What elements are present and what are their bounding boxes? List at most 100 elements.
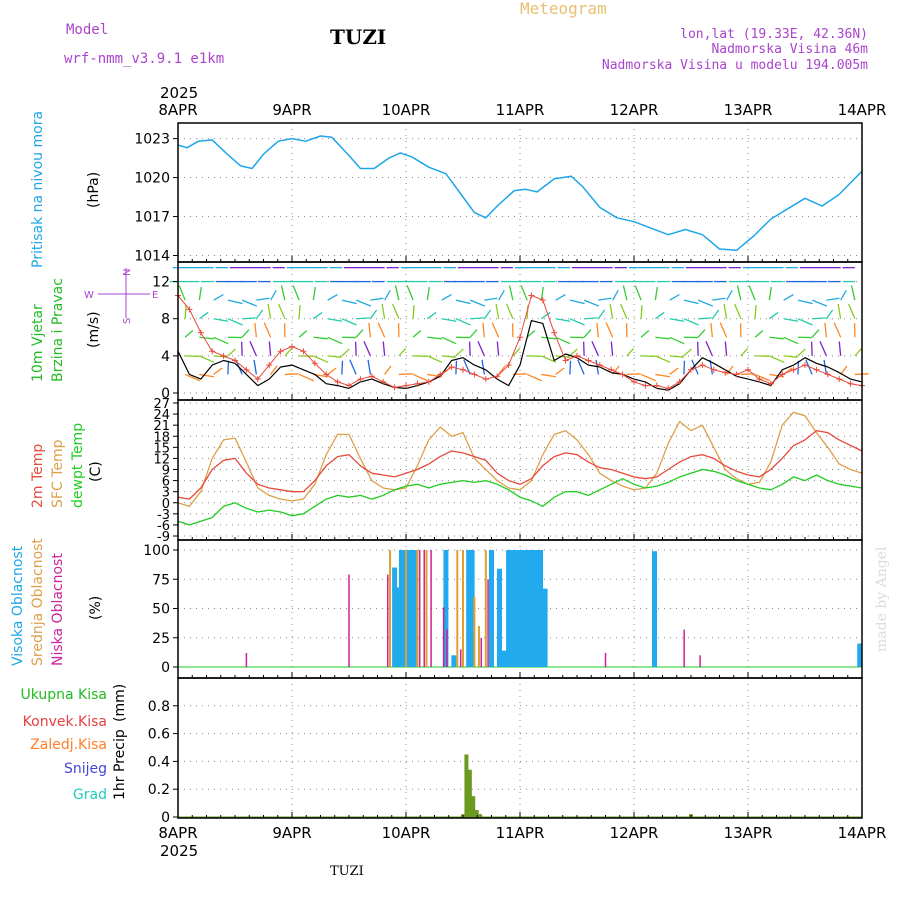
wind-arrow	[313, 337, 327, 339]
low-cloud-bar	[480, 638, 482, 667]
wind-arrow	[269, 342, 270, 356]
wind-arrow	[470, 300, 485, 306]
wind-arrow	[769, 287, 771, 300]
y-tick-label: 0.6	[148, 727, 170, 743]
y-tick-label: 1017	[134, 210, 170, 226]
wind-arrow	[369, 323, 371, 337]
mid-cloud-bar	[416, 550, 418, 667]
meteogram-title: Meteogram	[520, 0, 607, 18]
x-tick-label-top: 13APR	[724, 101, 773, 119]
wind-arrow	[784, 295, 794, 301]
x-tick-label-top: 14APR	[838, 101, 887, 119]
compass-w: W	[84, 290, 94, 301]
wind-arrow	[698, 318, 712, 319]
wind-arrow	[370, 310, 376, 319]
high-cloud-bar	[652, 551, 657, 667]
cloud-label-low: Niska Oblacnost	[50, 553, 66, 666]
wind-arrow	[798, 319, 813, 325]
wind-arrow	[342, 319, 357, 325]
pressure-ylabel: Pritisak na nivou mora	[30, 111, 46, 268]
wind-arrow	[427, 356, 442, 362]
high-cloud-bar	[399, 550, 404, 667]
wind-gust-marker	[540, 297, 546, 303]
wind-arrow	[364, 341, 370, 356]
wind-arrow	[271, 290, 277, 300]
wind-arrow	[706, 341, 712, 356]
wind-arrow	[570, 361, 571, 375]
wind-arrow	[698, 330, 705, 338]
wind-arrow	[264, 323, 270, 338]
dewpt-temp-line	[178, 470, 862, 525]
wind-arrow	[413, 374, 428, 380]
temp-unit: (C)	[88, 461, 104, 482]
y-tick-label: 8	[161, 312, 170, 328]
wind-arrow	[228, 349, 236, 356]
wind-gust-marker	[517, 334, 523, 340]
wind-arrow	[442, 337, 457, 343]
wind-arrow	[834, 323, 840, 338]
wind-arrow	[228, 319, 243, 325]
wind-arrow	[328, 295, 338, 301]
wind-arrow	[711, 323, 713, 337]
wind-gust-marker	[551, 330, 557, 336]
wind-arrow	[841, 290, 847, 300]
wind-arrow	[254, 360, 256, 375]
wind-arrow	[299, 374, 314, 380]
wind-arrow	[769, 356, 784, 362]
wind-arrow	[755, 330, 763, 337]
wind-arrow	[613, 290, 619, 300]
wind-arrow	[521, 285, 527, 300]
wind-arrow	[328, 356, 342, 357]
wind-arrow	[299, 330, 307, 337]
high-cloud-bar	[497, 569, 502, 667]
wind-arrow	[584, 318, 598, 319]
wind-arrow	[427, 287, 429, 300]
wind-gust-marker	[699, 362, 705, 368]
high-cloud-bar	[524, 550, 529, 667]
wind-arrow	[478, 341, 484, 356]
wind-arrow	[741, 348, 748, 356]
wind-arrow	[256, 298, 269, 300]
wind-gust-marker	[528, 293, 534, 299]
precip-ylabel: 1hr Precip	[112, 729, 128, 800]
low-cloud-bar	[419, 550, 421, 667]
wind-arrow	[655, 337, 669, 339]
wind-arrow	[784, 356, 798, 357]
wind-arrow	[592, 341, 598, 356]
temp-2m-line	[178, 431, 862, 499]
wind-arrow	[641, 330, 649, 337]
wind-arrow	[798, 300, 813, 303]
footer-station: TUZI	[330, 864, 364, 879]
y-tick-label: 75	[152, 572, 170, 588]
wind-arrow	[598, 310, 604, 319]
temp-label-2m: 2m Temp	[30, 444, 46, 508]
high-cloud-bar	[408, 550, 413, 667]
wind-arrow	[769, 312, 778, 318]
model-name: wrf-nmm_v3.9.1 e1km	[64, 51, 224, 67]
wind-arrow	[570, 319, 585, 325]
y-tick-label: 0.4	[148, 754, 170, 770]
low-cloud-bar	[460, 649, 462, 667]
compass-e: E	[152, 290, 158, 301]
precip-label-graupel: Grad	[73, 787, 107, 803]
low-cloud-bar	[387, 575, 389, 667]
wind-arrow	[755, 305, 756, 319]
wind-arrow	[456, 319, 471, 325]
wind-arrow	[556, 368, 565, 374]
wind-gust-marker	[563, 358, 569, 364]
station-title: TUZI	[330, 25, 386, 49]
high-cloud-bar	[451, 655, 456, 667]
wind-arrow	[570, 300, 585, 303]
wind-arrow	[584, 300, 599, 306]
wind-arrow	[350, 360, 356, 375]
wind-arrow	[541, 337, 555, 339]
wind-arrow	[556, 295, 566, 301]
wind-arrow	[507, 304, 513, 319]
wind-arrow	[356, 318, 370, 319]
wind-arrow	[812, 318, 826, 319]
bottom-year-label: 2025	[160, 842, 198, 860]
wind-arrow	[342, 300, 357, 303]
x-tick-label-bottom: 12APR	[610, 824, 659, 842]
wind-arrow	[641, 305, 642, 319]
